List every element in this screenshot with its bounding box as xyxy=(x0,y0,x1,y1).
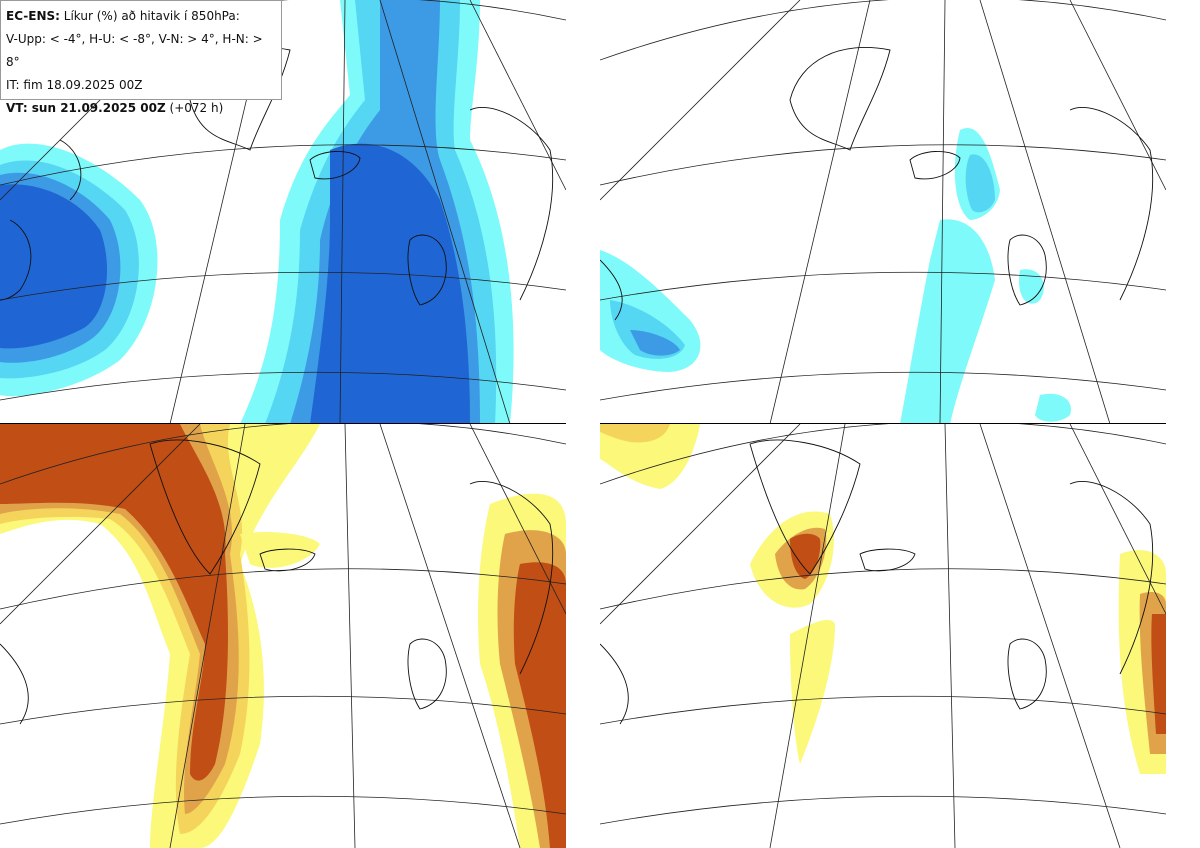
map-bottom-right xyxy=(600,424,1166,848)
divider-right xyxy=(600,423,1166,424)
map-bottom-left xyxy=(0,424,566,848)
map-top-left xyxy=(0,0,566,424)
valid-offset: (+072 h) xyxy=(169,101,224,115)
panel-bottom-left: 100 95 65 35 5 xyxy=(0,424,566,848)
panel-top-left: 100 95 65 35 5 xyxy=(0,0,566,424)
divider-left xyxy=(0,423,566,424)
valid-time-line: VT: sun 21.09.2025 00Z (+072 h) xyxy=(6,97,276,120)
model-label: EC-ENS: xyxy=(6,9,60,23)
map-top-right xyxy=(600,0,1166,424)
legend-box: EC-ENS: Líkur (%) að hitavik í 850hPa: V… xyxy=(0,0,282,115)
title-text: Líkur (%) að hitavik í 850hPa: xyxy=(63,9,240,23)
legend-title-line: EC-ENS: Líkur (%) að hitavik í 850hPa: xyxy=(6,5,276,28)
panel-bottom-right: 100 95 65 35 5 xyxy=(600,424,1166,848)
thresholds-text: V-Upp: < -4°, H-U: < -8°, V-N: > 4°, H-N… xyxy=(6,32,263,69)
valid-time: VT: sun 21.09.2025 00Z xyxy=(6,101,166,115)
init-time: IT: fim 18.09.2025 00Z xyxy=(6,78,143,92)
panel-top-right: 100 95 65 35 5 xyxy=(600,0,1166,424)
